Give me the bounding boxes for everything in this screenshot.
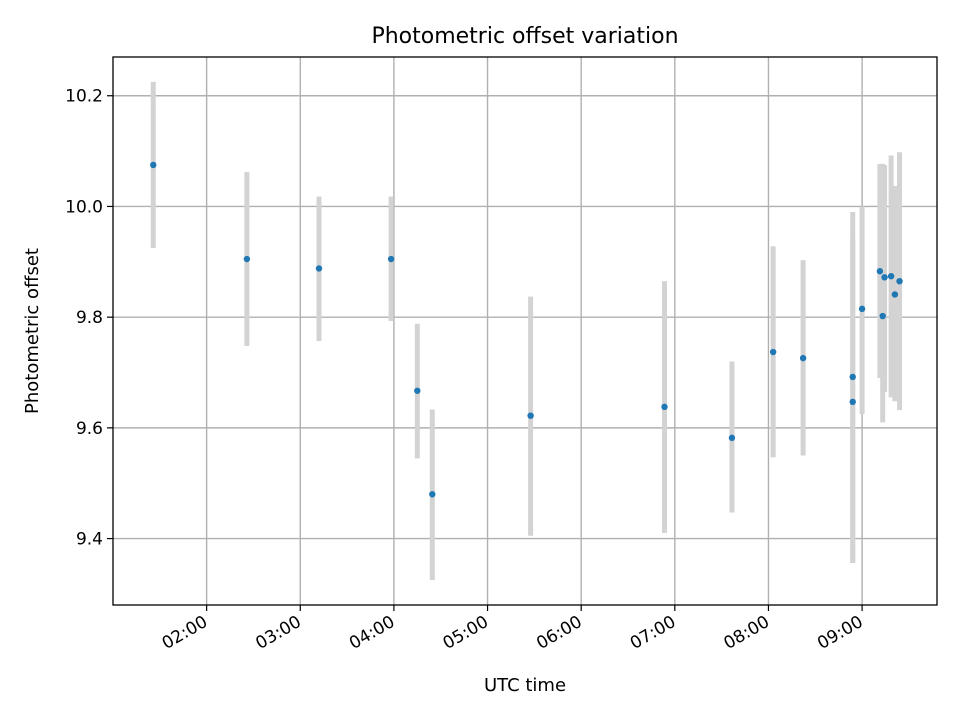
- data-point: [243, 255, 251, 263]
- data-point: [849, 373, 856, 381]
- data-point: [876, 268, 884, 275]
- y-grid-lines: [113, 95, 937, 540]
- data-point: [849, 398, 856, 406]
- y-axis-ticks: 9.4 9.6 9.8 10.0 10.2: [65, 87, 113, 550]
- y-tick-label: 9.6: [76, 419, 103, 439]
- data-point: [887, 273, 895, 280]
- y-tick-label: 9.4: [76, 530, 103, 550]
- y-tick-label: 10.0: [65, 197, 103, 217]
- data-point: [728, 434, 736, 442]
- data-point: [387, 255, 395, 263]
- data-point: [661, 403, 668, 411]
- data-point: [429, 491, 436, 498]
- plot-frame: [112, 56, 938, 606]
- data-point: [414, 387, 421, 394]
- data-point: [858, 305, 866, 313]
- data-point: [879, 312, 886, 320]
- data-point: [881, 274, 888, 281]
- y-axis-label: Photometric offset: [22, 248, 43, 414]
- data-point: [150, 161, 157, 169]
- chart-title: Photometric offset variation: [371, 24, 678, 49]
- data-point: [891, 291, 899, 298]
- data-markers: [150, 161, 903, 498]
- x-axis-label: UTC time: [484, 675, 566, 696]
- data-point: [896, 277, 903, 285]
- y-tick-label: 9.8: [76, 308, 103, 328]
- data-point: [799, 354, 807, 362]
- data-point: [315, 265, 323, 272]
- y-tick-label: 10.2: [65, 87, 103, 107]
- plot-area: [113, 57, 937, 605]
- data-point: [769, 348, 777, 356]
- data-point: [527, 412, 534, 419]
- x-grid-lines: [205, 57, 863, 605]
